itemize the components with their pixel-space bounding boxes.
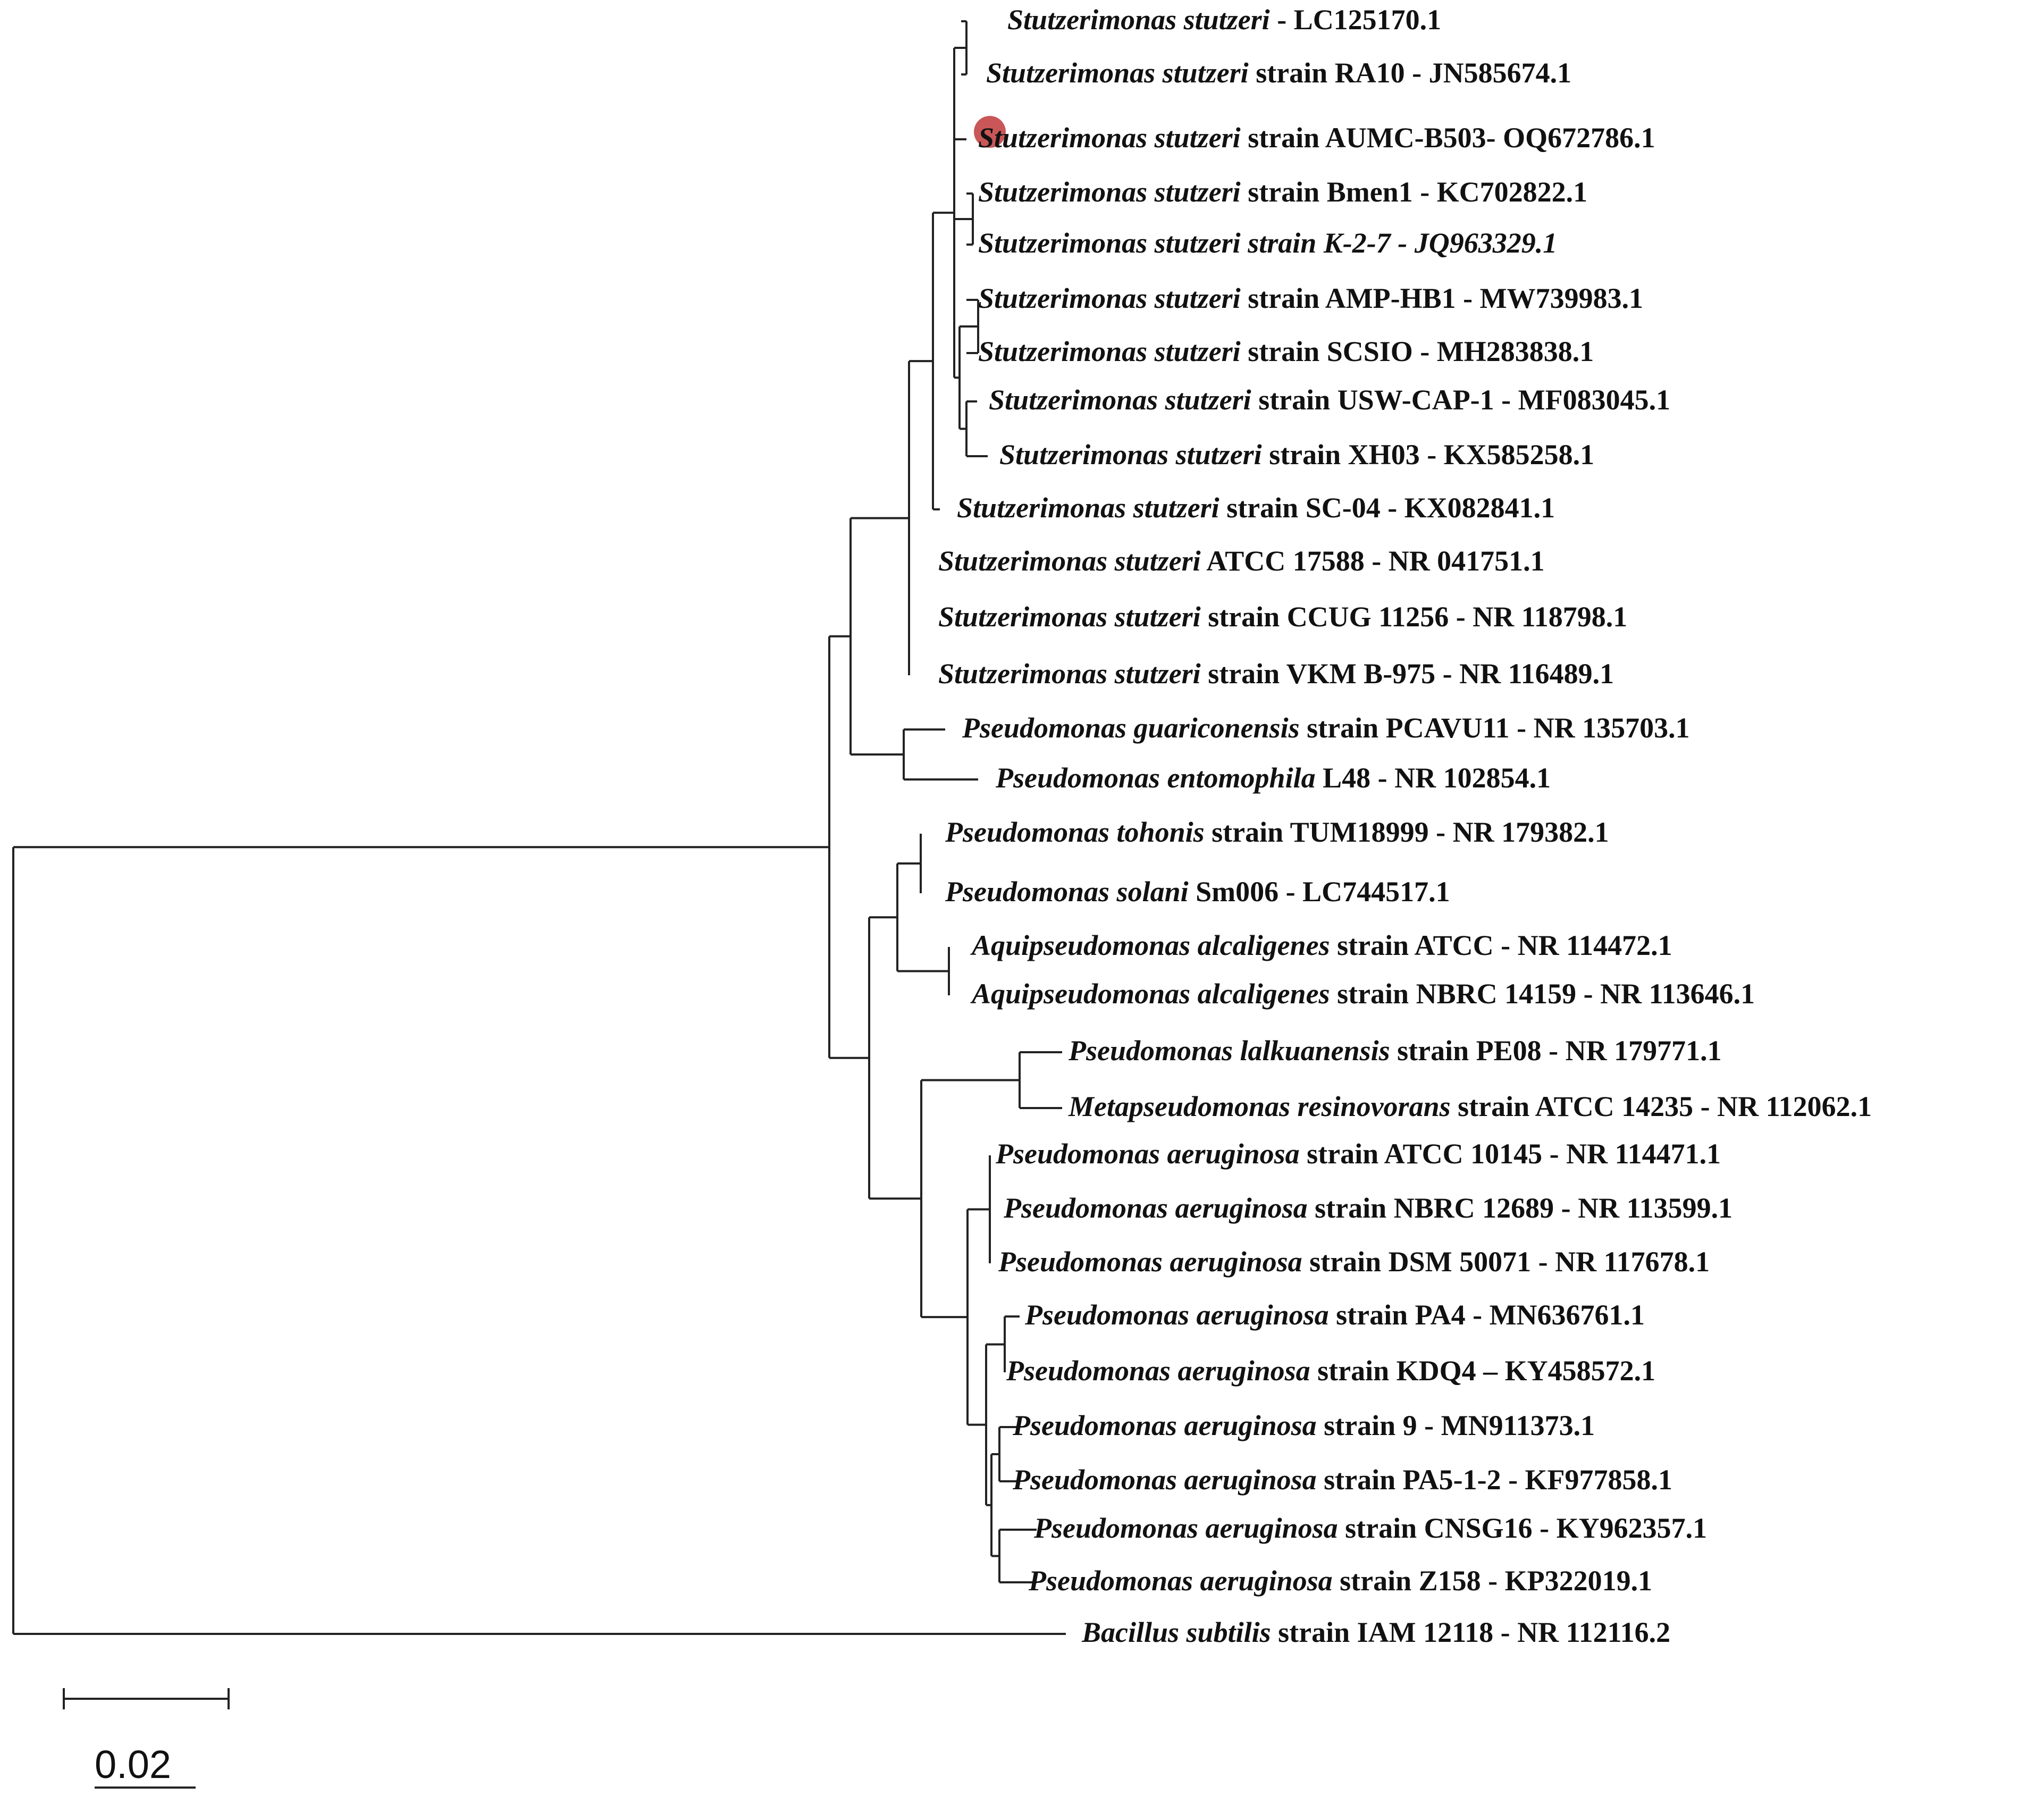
strain-accession: strain PA4 - MN636761.1 bbox=[1328, 1299, 1645, 1331]
species-name: Pseudomonas aeruginosa bbox=[996, 1138, 1300, 1170]
strain-accession: strain SCSIO - MH283838.1 bbox=[1240, 335, 1594, 367]
species-name: Metapseudomonas resinovorans bbox=[1069, 1091, 1451, 1122]
species-name: Pseudomonas aeruginosa bbox=[998, 1246, 1302, 1278]
strain-accession: strain XH03 - KX585258.1 bbox=[1261, 439, 1595, 471]
species-name: Stutzerimonas stutzeri bbox=[986, 57, 1249, 89]
taxon-label: Pseudomonas aeruginosa strain 9 - MN9113… bbox=[1013, 1411, 1595, 1440]
species-name: Aquipseudomonas alcaligenes bbox=[972, 978, 1330, 1010]
species-name: Stutzerimonas stutzeri bbox=[938, 658, 1201, 690]
species-name: Pseudomonas aeruginosa bbox=[1004, 1192, 1308, 1224]
taxon-label: Pseudomonas aeruginosa strain ATCC 10145… bbox=[996, 1139, 1721, 1168]
strain-accession: strain SC-04 - KX082841.1 bbox=[1219, 492, 1555, 524]
taxon-label: Pseudomonas lalkuanensis strain PE08 - N… bbox=[1069, 1036, 1722, 1065]
strain-accession: strain ATCC - NR 114472.1 bbox=[1330, 929, 1672, 961]
strain-accession: strain RA10 - JN585674.1 bbox=[1248, 57, 1572, 89]
species-name: Stutzerimonas stutzeri bbox=[938, 545, 1201, 577]
taxon-label: Stutzerimonas stutzeri strain SCSIO - MH… bbox=[978, 337, 1594, 366]
taxon-label: Aquipseudomonas alcaligenes strain ATCC … bbox=[972, 931, 1672, 960]
strain-accession: strain CCUG 11256 - NR 118798.1 bbox=[1200, 601, 1628, 633]
strain-accession: strain NBRC 12689 - NR 113599.1 bbox=[1307, 1192, 1733, 1224]
species-name: Pseudomonas aeruginosa bbox=[1025, 1299, 1329, 1331]
strain-accession: Sm006 - LC744517.1 bbox=[1188, 876, 1450, 908]
taxon-label: Stutzerimonas stutzeri strain K-2-7 - JQ… bbox=[978, 229, 1557, 257]
species-name: Bacillus subtilis bbox=[1082, 1616, 1271, 1648]
taxon-label: Stutzerimonas stutzeri strain RA10 - JN5… bbox=[986, 58, 1571, 87]
strain-accession: strain K-2-7 - JQ963329.1 bbox=[1240, 227, 1558, 259]
taxon-label: Pseudomonas aeruginosa strain DSM 50071 … bbox=[998, 1247, 1710, 1276]
taxon-label: Stutzerimonas stutzeri strain AUMC-B503-… bbox=[978, 123, 1655, 152]
taxon-label: Stutzerimonas stutzeri strain VKM B-975 … bbox=[938, 659, 1614, 688]
strain-accession: strain ATCC 10145 - NR 114471.1 bbox=[1299, 1138, 1721, 1170]
species-name: Stutzerimonas stutzeri bbox=[1007, 4, 1270, 36]
strain-accession: strain DSM 50071 - NR 117678.1 bbox=[1302, 1246, 1710, 1278]
taxon-label: Pseudomonas aeruginosa strain PA4 - MN63… bbox=[1025, 1301, 1645, 1329]
strain-accession: strain NBRC 14159 - NR 113646.1 bbox=[1330, 978, 1755, 1010]
taxon-label: Pseudomonas aeruginosa strain CNSG16 - K… bbox=[1034, 1514, 1707, 1542]
strain-accession: - LC125170.1 bbox=[1269, 4, 1442, 36]
taxon-label: Pseudomonas entomophila L48 - NR 102854.… bbox=[996, 764, 1551, 792]
species-name: Pseudomonas aeruginosa bbox=[1029, 1565, 1333, 1597]
taxon-label: Bacillus subtilis strain IAM 12118 - NR … bbox=[1082, 1618, 1670, 1647]
strain-accession: L48 - NR 102854.1 bbox=[1315, 762, 1551, 794]
taxon-label: Pseudomonas aeruginosa strain KDQ4 – KY4… bbox=[1006, 1356, 1655, 1385]
species-name: Pseudomonas aeruginosa bbox=[1034, 1512, 1338, 1544]
species-name: Stutzerimonas stutzeri bbox=[978, 282, 1241, 314]
species-name: Pseudomonas aeruginosa bbox=[1013, 1464, 1317, 1496]
strain-accession: strain AMP-HB1 - MW739983.1 bbox=[1240, 282, 1644, 314]
taxon-label: Pseudomonas tohonis strain TUM18999 - NR… bbox=[945, 818, 1609, 846]
strain-accession: strain IAM 12118 - NR 112116.2 bbox=[1271, 1616, 1671, 1648]
taxon-label: Pseudomonas solani Sm006 - LC744517.1 bbox=[945, 877, 1450, 906]
strain-accession: ATCC 17588 - NR 041751.1 bbox=[1200, 545, 1545, 577]
taxon-label: Pseudomonas aeruginosa strain NBRC 12689… bbox=[1004, 1194, 1732, 1222]
strain-accession: strain TUM18999 - NR 179382.1 bbox=[1204, 816, 1609, 848]
species-name: Stutzerimonas stutzeri bbox=[978, 335, 1241, 367]
taxon-label: Stutzerimonas stutzeri ATCC 17588 - NR 0… bbox=[938, 547, 1545, 575]
strain-accession: strain PCAVU11 - NR 135703.1 bbox=[1299, 712, 1690, 744]
strain-accession: strain Bmen1 - KC702822.1 bbox=[1240, 176, 1588, 208]
strain-accession: strain ATCC 14235 - NR 112062.1 bbox=[1450, 1091, 1872, 1122]
taxon-label: Stutzerimonas stutzeri strain USW-CAP-1 … bbox=[989, 385, 1670, 414]
species-name: Pseudomonas entomophila bbox=[996, 762, 1316, 794]
species-name: Pseudomonas solani bbox=[945, 876, 1189, 908]
species-name: Stutzerimonas stutzeri bbox=[978, 122, 1241, 154]
strain-accession: strain KDQ4 – KY458572.1 bbox=[1310, 1355, 1656, 1387]
taxon-label: Metapseudomonas resinovorans strain ATCC… bbox=[1069, 1092, 1872, 1121]
taxon-label: Stutzerimonas stutzeri strain XH03 - KX5… bbox=[999, 440, 1594, 469]
taxon-label: Aquipseudomonas alcaligenes strain NBRC … bbox=[972, 979, 1755, 1008]
taxon-label: Stutzerimonas stutzeri strain CCUG 11256… bbox=[938, 602, 1627, 631]
scale-bar-label: 0.02 bbox=[95, 1742, 172, 1786]
species-name: Stutzerimonas stutzeri bbox=[989, 384, 1251, 416]
taxon-label: Stutzerimonas stutzeri - LC125170.1 bbox=[1007, 5, 1441, 34]
species-name: Aquipseudomonas alcaligenes bbox=[972, 929, 1330, 961]
species-name: Pseudomonas guariconensis bbox=[962, 712, 1300, 744]
strain-accession: strain Z158 - KP322019.1 bbox=[1332, 1565, 1653, 1597]
strain-accession: strain 9 - MN911373.1 bbox=[1316, 1410, 1595, 1441]
strain-accession: strain VKM B-975 - NR 116489.1 bbox=[1200, 658, 1614, 690]
taxon-label: Pseudomonas aeruginosa strain PA5-1-2 - … bbox=[1013, 1465, 1672, 1494]
species-name: Stutzerimonas stutzeri bbox=[978, 176, 1241, 208]
taxon-label: Stutzerimonas stutzeri strain SC-04 - KX… bbox=[957, 493, 1555, 522]
species-name: Pseudomonas aeruginosa bbox=[1013, 1410, 1317, 1441]
strain-accession: strain CNSG16 - KY962357.1 bbox=[1338, 1512, 1707, 1544]
strain-accession: strain AUMC-B503- OQ672786.1 bbox=[1240, 122, 1655, 154]
highlight-marker bbox=[974, 116, 1006, 148]
species-name: Stutzerimonas stutzeri bbox=[938, 601, 1201, 633]
species-name: Pseudomonas lalkuanensis bbox=[1069, 1035, 1390, 1067]
species-name: Stutzerimonas stutzeri bbox=[978, 227, 1241, 259]
species-name: Pseudomonas aeruginosa bbox=[1006, 1355, 1310, 1387]
strain-accession: strain PE08 - NR 179771.1 bbox=[1390, 1035, 1722, 1067]
taxon-label: Stutzerimonas stutzeri strain AMP-HB1 - … bbox=[978, 284, 1643, 313]
strain-accession: strain USW-CAP-1 - MF083045.1 bbox=[1251, 384, 1671, 416]
species-name: Stutzerimonas stutzeri bbox=[957, 492, 1219, 524]
strain-accession: strain PA5-1-2 - KF977858.1 bbox=[1316, 1464, 1673, 1496]
species-name: Stutzerimonas stutzeri bbox=[999, 439, 1262, 471]
taxon-label: Pseudomonas guariconensis strain PCAVU11… bbox=[962, 714, 1690, 742]
species-name: Pseudomonas tohonis bbox=[945, 816, 1205, 848]
taxon-label: Stutzerimonas stutzeri strain Bmen1 - KC… bbox=[978, 178, 1587, 206]
taxon-label: Pseudomonas aeruginosa strain Z158 - KP3… bbox=[1029, 1566, 1652, 1595]
